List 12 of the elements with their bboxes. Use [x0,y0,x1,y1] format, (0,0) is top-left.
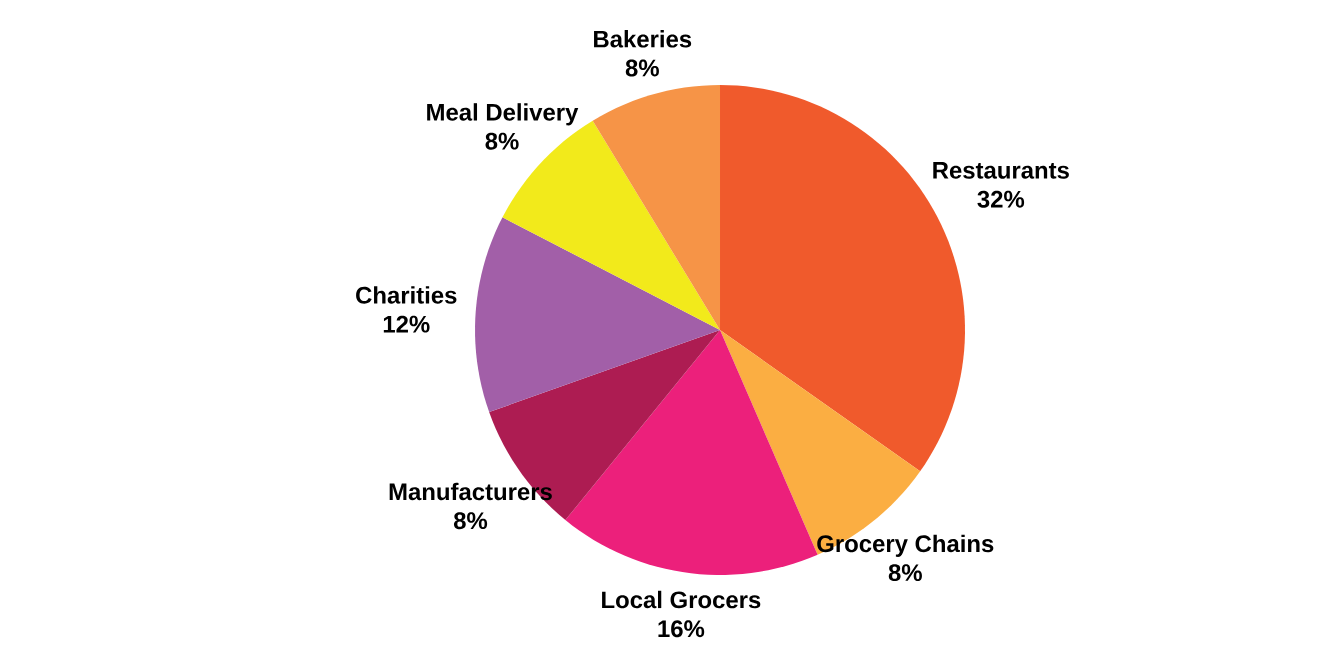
slice-label: Bakeries [594,30,692,48]
data-label: 16% [658,620,705,638]
data-label: 8% [453,512,488,530]
slice-label: Charities [356,286,457,304]
slice-label: Local Grocers [602,590,761,609]
data-label: 32% [977,190,1025,208]
data-label: 8% [485,132,519,150]
slice-label: Meal Delivery [427,103,579,126]
data-label: 12% [383,315,430,333]
slice-label: Restaurants [933,162,1069,179]
data-label: 8% [888,564,922,582]
data-label: 8% [625,59,659,77]
